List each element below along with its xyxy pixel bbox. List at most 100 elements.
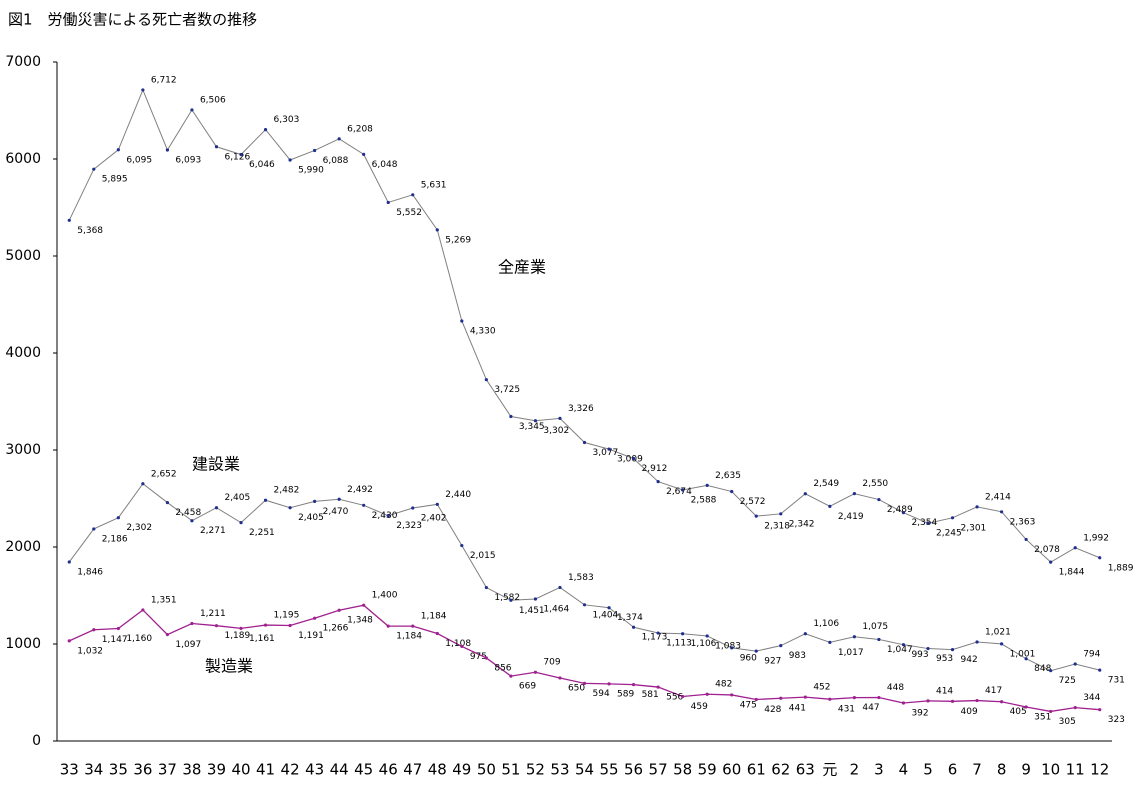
x-tick-label: 38	[182, 761, 201, 779]
data-point	[533, 597, 538, 601]
data-point	[141, 482, 145, 486]
x-tick-label: 42	[281, 761, 300, 779]
data-point	[263, 623, 268, 627]
value-label: 731	[1108, 676, 1125, 686]
value-label: 2,572	[740, 497, 766, 507]
chart-title: 図1 労働災害による死亡者数の推移	[8, 11, 257, 29]
data-point	[950, 699, 955, 703]
data-point	[558, 676, 562, 680]
value-label: 2,419	[838, 512, 864, 522]
data-point	[313, 148, 317, 153]
data-point	[435, 228, 439, 232]
x-tick-label: 49	[452, 761, 471, 779]
value-label: 960	[740, 653, 757, 663]
data-point	[950, 516, 955, 520]
value-label: 1,992	[1083, 533, 1109, 543]
data-point	[239, 152, 243, 157]
value-label: 6,093	[175, 155, 201, 165]
data-point	[999, 510, 1004, 514]
y-tick-label: 4000	[5, 345, 41, 361]
data-point	[362, 152, 366, 156]
x-tick-label: 35	[109, 761, 128, 779]
data-point	[656, 685, 660, 689]
value-label: 2,489	[887, 505, 913, 515]
value-label: 1,001	[1010, 649, 1036, 659]
y-tick-label: 7000	[5, 54, 41, 70]
value-label: 942	[961, 655, 978, 665]
value-label: 1,160	[126, 634, 152, 644]
data-point	[803, 632, 807, 636]
data-point	[1073, 706, 1077, 710]
value-label: 1,374	[617, 613, 643, 623]
value-label: 1,173	[642, 633, 668, 643]
value-label: 1,075	[862, 622, 888, 632]
data-point	[288, 158, 292, 162]
data-point	[607, 447, 611, 451]
data-point	[754, 514, 758, 518]
data-point	[852, 492, 856, 496]
x-tick-label: 45	[354, 761, 373, 779]
data-point	[558, 585, 562, 590]
data-point	[681, 632, 685, 636]
value-label: 2,492	[347, 485, 373, 495]
data-point	[1098, 708, 1102, 712]
data-point	[386, 624, 390, 628]
value-label: 6,208	[347, 124, 373, 134]
data-point	[214, 624, 219, 628]
data-point	[386, 514, 390, 518]
value-label: 725	[1059, 676, 1076, 686]
value-label: 1,266	[323, 624, 349, 634]
data-point	[92, 527, 96, 531]
data-point	[533, 670, 538, 674]
value-label: 3,302	[543, 426, 569, 436]
data-point	[705, 634, 709, 638]
data-point	[1049, 709, 1053, 714]
value-label: 431	[838, 705, 855, 715]
data-point	[975, 505, 979, 509]
x-tick-label: 33	[60, 761, 79, 779]
value-label: 1,844	[1059, 568, 1085, 578]
x-tick-label: 59	[698, 761, 717, 779]
x-tick-label: 40	[231, 761, 250, 779]
value-label: 1,404	[593, 610, 619, 620]
data-point	[1098, 556, 1102, 560]
x-tick-label: 12	[1090, 761, 1109, 779]
value-label: 4,330	[470, 326, 496, 336]
value-label: 323	[1108, 715, 1125, 725]
data-point	[754, 649, 758, 653]
x-tick-label: 51	[501, 761, 520, 779]
x-tick-label: 63	[796, 761, 815, 779]
data-point	[337, 608, 341, 612]
data-point	[288, 506, 292, 510]
data-point	[509, 598, 513, 602]
x-tick-label: 60	[722, 761, 741, 779]
data-point	[656, 480, 660, 484]
data-point	[828, 640, 832, 644]
x-tick-label: 37	[158, 761, 177, 779]
x-tick-label: 58	[673, 761, 692, 779]
data-point	[1073, 662, 1077, 666]
data-point	[779, 512, 783, 516]
value-label: 794	[1083, 649, 1100, 659]
value-label: 2,470	[323, 507, 349, 517]
data-point	[705, 483, 709, 488]
data-point	[190, 621, 194, 626]
value-label: 594	[593, 689, 610, 699]
value-label: 2,015	[470, 551, 496, 561]
data-point	[1024, 705, 1028, 709]
x-tick-label: 2	[850, 761, 860, 779]
data-point	[901, 643, 906, 647]
data-point	[67, 218, 71, 222]
series-name: 建設業	[192, 455, 240, 474]
x-tick-label: 元	[822, 761, 837, 779]
value-label: 1,451	[519, 606, 545, 616]
value-label: 1,097	[175, 640, 201, 650]
value-label: 2,342	[789, 519, 815, 529]
data-point	[779, 644, 783, 648]
data-point	[730, 693, 734, 697]
data-point	[362, 603, 366, 607]
data-point	[975, 698, 979, 703]
data-point	[852, 696, 856, 700]
value-label: 589	[617, 689, 634, 699]
data-point	[362, 503, 366, 507]
